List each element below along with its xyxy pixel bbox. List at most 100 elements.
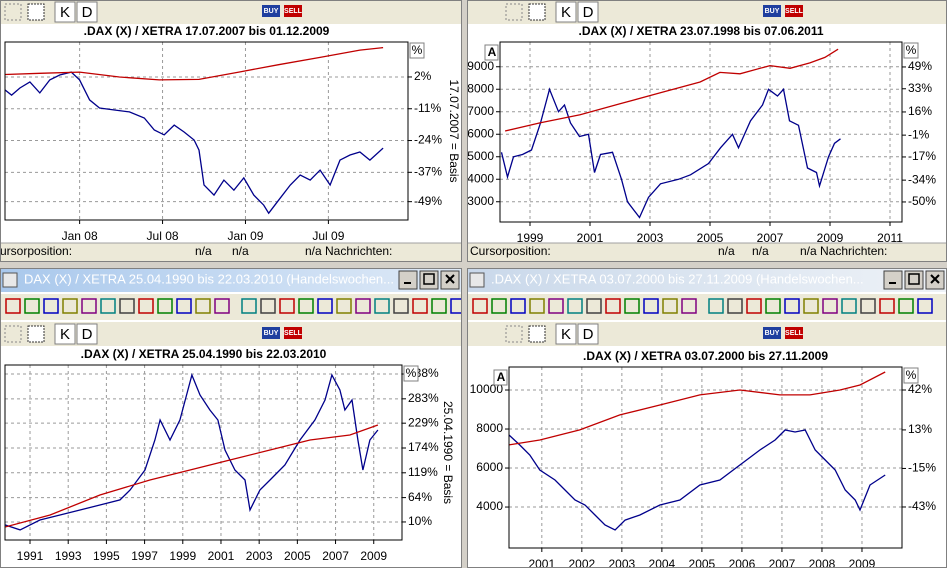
- toolbar-icon[interactable]: [138, 298, 154, 314]
- toolbar-icon[interactable]: [624, 298, 640, 314]
- toolbar-button-label: K: [60, 4, 70, 21]
- toolbar-icon[interactable]: [81, 298, 97, 314]
- sell-button[interactable]: [785, 5, 803, 17]
- toolbar-icon[interactable]: [567, 298, 583, 314]
- toolbar-icon[interactable]: [298, 298, 314, 314]
- dots-icon[interactable]: [4, 325, 22, 343]
- x-tick-label: 1997: [131, 549, 158, 563]
- grid-icon[interactable]: [27, 3, 45, 21]
- toolbar-button[interactable]: [555, 1, 577, 23]
- toolbar-icon[interactable]: [5, 298, 21, 314]
- y2-tick-label: -34%: [908, 172, 936, 186]
- toolbar-icon[interactable]: [317, 298, 333, 314]
- toolbar-icon[interactable]: [548, 298, 564, 314]
- toolbar-icon[interactable]: [586, 298, 602, 314]
- x-tick-label: 2007: [769, 557, 796, 568]
- buy-label: BUY: [264, 330, 279, 337]
- buy-button[interactable]: [262, 327, 280, 339]
- toolbar-icon[interactable]: [62, 298, 78, 314]
- toolbar-icon[interactable]: [822, 298, 838, 314]
- toolbar-icon[interactable]: [214, 298, 230, 314]
- toolbar-icon[interactable]: [746, 298, 762, 314]
- toolbar-icon[interactable]: [662, 298, 678, 314]
- buy-button[interactable]: [763, 5, 781, 17]
- toolbar-icon[interactable]: [841, 298, 857, 314]
- toolbar-button[interactable]: [54, 323, 76, 345]
- toolbar-icon[interactable]: [176, 298, 192, 314]
- toolbar-icon[interactable]: [643, 298, 659, 314]
- dots-icon[interactable]: [505, 325, 523, 343]
- dots-icon[interactable]: [4, 3, 22, 21]
- toolbar-icon[interactable]: [472, 298, 488, 314]
- x-tick-label: 2007: [322, 549, 349, 563]
- toolbar-button[interactable]: [577, 1, 599, 23]
- data-line: [509, 429, 886, 531]
- y2-tick-label: 33%: [908, 81, 932, 95]
- toolbar-icon[interactable]: [157, 298, 173, 314]
- x-tick-label: 2003: [246, 549, 273, 563]
- toolbar-icon[interactable]: [860, 298, 876, 314]
- x-tick-label: 2004: [649, 557, 676, 568]
- toolbar-icon[interactable]: [491, 298, 507, 314]
- toolbar-button[interactable]: [76, 323, 98, 345]
- toolbar-icon[interactable]: [412, 298, 428, 314]
- toolbar-icon[interactable]: [681, 298, 697, 314]
- toolbar-icon[interactable]: [727, 298, 743, 314]
- x-tick-label: 2005: [689, 557, 716, 568]
- toolbar-button[interactable]: [54, 1, 76, 23]
- y2-unit-box: [403, 365, 419, 382]
- toolbar-icon[interactable]: [279, 298, 295, 314]
- panel: K D BUY SELL .DAX (X) / XETRA 23.07.1998 bis…: [467, 0, 947, 262]
- toolbar-icon[interactable]: [450, 298, 465, 314]
- toolbar-icon[interactable]: [510, 298, 526, 314]
- toolbar-icon[interactable]: [803, 298, 819, 314]
- toolbar-button[interactable]: [76, 1, 98, 23]
- toolbar-icon[interactable]: [100, 298, 116, 314]
- toolbar-icon[interactable]: [195, 298, 211, 314]
- y2-tick-label: 119%: [408, 465, 438, 479]
- y2-unit-label: %: [906, 43, 917, 57]
- toolbar: [467, 0, 947, 24]
- data-line: [509, 371, 886, 446]
- toolbar-icon[interactable]: [393, 298, 409, 314]
- toolbar-icon[interactable]: [898, 298, 914, 314]
- window-button[interactable]: [883, 270, 903, 290]
- buy-button[interactable]: [262, 5, 280, 17]
- toolbar-icon[interactable]: [355, 298, 371, 314]
- x-tick-label: 2003: [609, 557, 636, 568]
- y2-tick-label: 42%: [908, 382, 932, 396]
- toolbar-button-label: K: [60, 326, 70, 343]
- toolbar-icon[interactable]: [529, 298, 545, 314]
- toolbar-icon[interactable]: [708, 298, 724, 314]
- toolbar-icon[interactable]: [917, 298, 933, 314]
- window-button[interactable]: [398, 270, 418, 290]
- grid-icon[interactable]: [528, 3, 546, 21]
- toolbar-icon[interactable]: [24, 298, 40, 314]
- toolbar-icon[interactable]: [241, 298, 257, 314]
- toolbar-icon[interactable]: [119, 298, 135, 314]
- toolbar-icon[interactable]: [260, 298, 276, 314]
- sell-button[interactable]: [284, 5, 302, 17]
- toolbar-icon[interactable]: [336, 298, 352, 314]
- y-tick-label: 9000: [467, 59, 494, 73]
- status-bar: [0, 242, 462, 262]
- toolbar-icon[interactable]: [765, 298, 781, 314]
- toolbar-icon[interactable]: [784, 298, 800, 314]
- sell-button[interactable]: [284, 327, 302, 339]
- toolbar-icon[interactable]: [879, 298, 895, 314]
- sell-label: SELL: [284, 8, 303, 15]
- toolbar-icon[interactable]: [374, 298, 390, 314]
- x-tick-label: 2003: [637, 231, 664, 245]
- y-tick-label: 8000: [467, 81, 494, 95]
- y-tick-label: 8000: [476, 421, 503, 435]
- toolbar-icon[interactable]: [605, 298, 621, 314]
- grid-icon[interactable]: [528, 325, 546, 343]
- toolbar-button[interactable]: [577, 323, 599, 345]
- buy-button[interactable]: [763, 327, 781, 339]
- toolbar-icon[interactable]: [43, 298, 59, 314]
- sell-button[interactable]: [785, 327, 803, 339]
- grid-icon[interactable]: [27, 325, 45, 343]
- dots-icon[interactable]: [505, 3, 523, 21]
- toolbar-button[interactable]: [555, 323, 577, 345]
- toolbar-icon[interactable]: [431, 298, 447, 314]
